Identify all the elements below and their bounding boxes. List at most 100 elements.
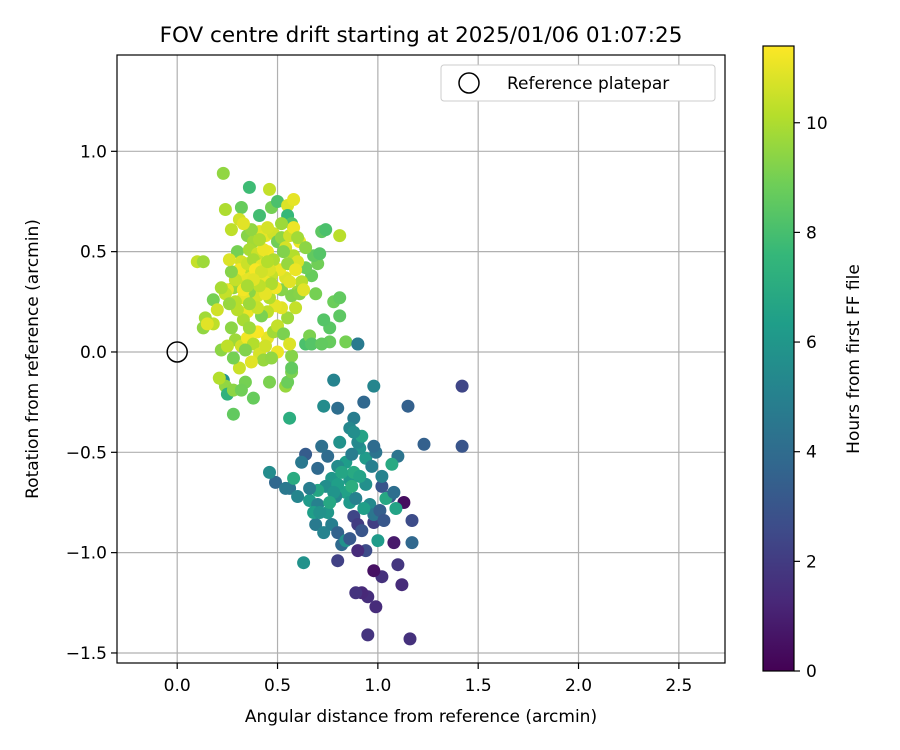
scatter-point: [271, 195, 284, 208]
x-tick-label: 1.5: [465, 676, 492, 696]
scatter-point: [283, 337, 297, 351]
scatter-point: [331, 401, 345, 415]
scatter-point: [297, 556, 311, 570]
x-axis-ticks: 0.0 0.5 1.0 1.5 2.0 2.5: [164, 663, 692, 696]
scatter-point: [375, 469, 389, 483]
y-axis-ticks: −1.5 −1.0 −0.5 0.0 0.5 1.0: [66, 142, 117, 664]
scatter-point: [285, 349, 299, 363]
scatter-point: [236, 217, 250, 231]
scatter-point: [321, 449, 335, 463]
scatter-point: [287, 221, 301, 235]
scatter-point: [289, 301, 303, 315]
scatter-point: [377, 514, 391, 527]
scatter-point: [259, 339, 272, 353]
chart-title: FOV centre drift starting at 2025/01/06 …: [160, 23, 683, 48]
scatter-point: [317, 313, 331, 327]
scatter-point: [313, 247, 327, 261]
scatter-point: [224, 265, 238, 279]
scatter-point: [218, 203, 232, 216]
scatter-point: [253, 233, 266, 247]
grid-lines: [117, 55, 725, 663]
legend-box: [440, 64, 716, 102]
scatter-point: [242, 297, 256, 311]
scatter-point: [315, 439, 329, 453]
scatter-point: [331, 554, 345, 568]
scatter-point: [349, 586, 363, 600]
scatter-point: [279, 481, 293, 495]
scatter-point: [224, 321, 238, 335]
scatter-point: [335, 465, 349, 479]
scatter-point: [283, 275, 297, 289]
scatter-point: [226, 407, 240, 421]
scatter-point: [230, 245, 244, 259]
scatter-point: [263, 375, 276, 389]
x-tick-label: 2.5: [665, 676, 692, 696]
colorbar-label: Hours from first FF file: [844, 264, 864, 454]
scatter-point: [281, 311, 295, 325]
scatter-point: [349, 492, 363, 505]
scatter-point: [385, 457, 399, 471]
scatter-point: [371, 534, 385, 548]
scatter-point: [331, 526, 345, 540]
scatter-point: [291, 490, 305, 503]
scatter-point: [263, 465, 276, 479]
y-axis-label: Rotation from reference (arcmin): [23, 219, 43, 499]
scatter-point: [357, 395, 371, 409]
x-axis-label: Angular distance from reference (arcmin): [245, 707, 597, 727]
scatter-point: [244, 355, 258, 369]
scatter-point: [355, 524, 369, 538]
scatter-point: [212, 371, 226, 385]
scatter-point: [365, 459, 379, 473]
scatter-point: [224, 223, 238, 237]
scatter-point: [214, 281, 228, 295]
scatter-point: [242, 321, 256, 335]
scatter-point: [353, 469, 367, 483]
scatter-point: [206, 293, 220, 307]
scatter-point: [313, 506, 327, 519]
scatter-point: [345, 447, 359, 461]
scatter-point: [255, 265, 268, 279]
scatter-point: [200, 317, 214, 331]
scatter-point: [333, 435, 347, 449]
scatter-point: [275, 217, 288, 231]
scatter-point: [240, 279, 254, 293]
scatter-point: [242, 180, 256, 194]
scatter-point: [232, 361, 246, 375]
colorbar: 0 2 4 6 8 10 Hours from first FF file: [762, 45, 864, 682]
scatter-point: [277, 327, 290, 341]
scatter-point: [263, 182, 276, 196]
scatter-point: [333, 291, 347, 305]
scatter-point: [311, 461, 325, 475]
scatter-point: [281, 375, 295, 389]
scatter-point: [417, 437, 431, 451]
scatter-point: [297, 283, 311, 297]
scatter-point: [369, 600, 383, 614]
scatter-point: [234, 201, 248, 214]
y-tick-label: −0.5: [66, 443, 107, 463]
scatter-point: [455, 379, 469, 393]
scatter-point: [299, 241, 313, 255]
scatter-point: [315, 337, 329, 351]
scatter-point: [277, 245, 290, 259]
scatter-point: [289, 263, 303, 277]
legend-marker: [458, 72, 480, 94]
colorbar-tick-label: 0: [806, 662, 817, 682]
x-tick-label: 2.0: [565, 676, 592, 696]
scatter-point: [226, 351, 240, 365]
scatter-point: [265, 277, 278, 291]
scatter-point: [303, 481, 317, 495]
colorbar-ticks: 0 2 4 6 8 10: [794, 114, 828, 682]
scatter-point: [305, 337, 319, 351]
colorbar-tick-label: 8: [806, 223, 817, 243]
scatter-point: [395, 578, 409, 592]
scatter-point: [347, 411, 361, 425]
colorbar-tick-label: 10: [806, 114, 828, 134]
scatter-point: [257, 243, 270, 257]
scatter-point: [387, 485, 401, 499]
x-tick-label: 1.0: [364, 676, 391, 696]
scatter-point: [367, 439, 381, 453]
y-tick-label: −1.5: [66, 644, 107, 664]
scatter-point: [351, 544, 365, 558]
legend-label: Reference platepar: [507, 74, 669, 94]
scatter-point: [327, 373, 341, 387]
